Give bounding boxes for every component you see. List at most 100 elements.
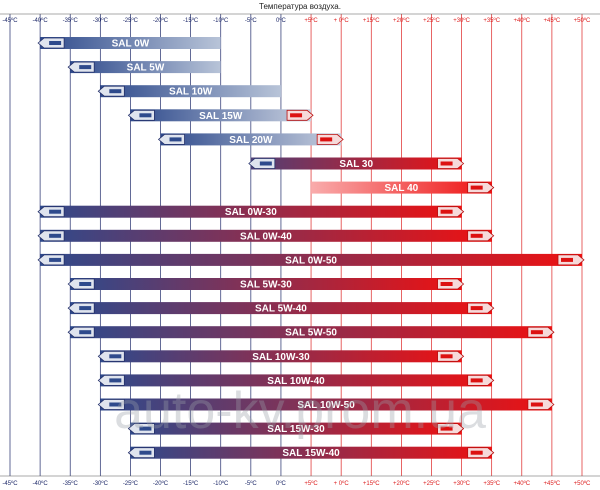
x-tick-label-top: 0ºC <box>276 17 287 24</box>
cold-arrow-inner <box>79 306 92 311</box>
range-bar-label: SAL 30 <box>339 159 373 170</box>
x-axis-bottom-ticks: -45ºC -40ºC -35ºC -30ºC -25ºC -20ºC -15ºC -10ºC… <box>2 480 591 487</box>
range-bar-label: SAL 0W <box>112 39 150 50</box>
range-bar-label: SAL 40 <box>385 183 419 194</box>
range-bar-label: SAL 5W-50 <box>285 328 337 339</box>
range-bar-label: SAL 10W-40 <box>267 376 325 387</box>
x-tick-label-top: -35ºC <box>63 17 79 24</box>
range-bar-label: SAL 5W <box>127 63 165 74</box>
range-bar-body <box>40 37 221 49</box>
range-bar: SAL 15W-30 <box>127 422 465 435</box>
x-tick-label-top: +20ºC <box>393 17 410 24</box>
range-bar: SAL 40 <box>311 181 495 194</box>
range-bar-body <box>100 85 281 98</box>
range-bar-label: SAL 0W-30 <box>225 207 277 218</box>
x-tick-label-bottom: -30ºC <box>93 480 109 487</box>
range-bar-label: SAL 10W-30 <box>252 352 310 363</box>
range-bar-body <box>130 446 492 459</box>
x-tick-label-top: +35ºC <box>483 17 500 24</box>
range-bar-label: SAL 15W <box>199 111 243 122</box>
range-bar: SAL 10W <box>97 85 281 98</box>
range-bar: SAL 0W-50 <box>37 253 585 266</box>
range-bar: SAL 15W <box>127 109 314 122</box>
range-bar: SAL 10W-30 <box>97 350 465 363</box>
x-tick-label-bottom: +20ºC <box>393 480 410 487</box>
cold-arrow-inner <box>49 233 62 238</box>
x-tick-label-top: +45ºC <box>544 17 561 24</box>
hot-arrow-inner <box>470 450 483 455</box>
x-tick-label-top: -15ºC <box>183 17 199 24</box>
range-bar-label: SAL 0W-40 <box>240 231 292 242</box>
x-tick-label-bottom: -40ºC <box>33 480 49 487</box>
x-tick-label-bottom: +50ºC <box>574 480 591 487</box>
range-bar: SAL 0W-40 <box>37 229 495 242</box>
range-bar: SAL 5W-40 <box>67 302 495 315</box>
cold-arrow-inner <box>139 450 152 455</box>
cold-arrow-inner <box>259 161 272 166</box>
range-bar-body <box>70 61 221 74</box>
range-bar-label: SAL 10W <box>169 87 213 98</box>
range-bar-label: SAL 20W <box>229 135 273 146</box>
cold-arrow-inner <box>79 65 92 70</box>
cold-arrow-inner <box>109 402 122 407</box>
hot-arrow-inner <box>470 378 483 383</box>
range-bar-body <box>70 326 552 339</box>
hot-arrow-inner <box>440 161 453 166</box>
range-bar-body <box>130 422 462 435</box>
cold-arrow-inner <box>79 330 92 335</box>
hot-arrow-inner <box>440 354 453 359</box>
range-bar: SAL 15W-40 <box>127 446 495 459</box>
x-tick-label-top: +25ºC <box>423 17 440 24</box>
hot-arrow-inner <box>470 233 483 238</box>
x-tick-label-top: +5ºC <box>304 17 318 24</box>
x-tick-label-bottom: +35ºC <box>483 480 500 487</box>
x-tick-label-bottom: -10ºC <box>213 480 229 487</box>
range-bar-body <box>100 398 552 411</box>
x-tick-label-bottom: -35ºC <box>63 480 79 487</box>
range-bar: SAL 5W-30 <box>67 278 465 291</box>
x-tick-label-bottom: +25ºC <box>423 480 440 487</box>
range-bar: SAL 20W <box>157 133 344 146</box>
x-tick-label-top: -25ºC <box>123 17 139 24</box>
x-tick-label-bottom: -25ºC <box>123 480 139 487</box>
cold-arrow-inner <box>79 282 92 286</box>
hot-arrow-inner <box>470 306 483 311</box>
range-bar: SAL 30 <box>248 157 465 170</box>
x-tick-label-bottom: +30ºC <box>453 480 470 487</box>
hot-arrow-inner <box>561 257 573 262</box>
range-bar-label: SAL 15W-40 <box>282 448 340 459</box>
hot-arrow-inner <box>290 113 303 118</box>
range-bar: SAL 0W-30 <box>37 205 465 218</box>
range-bars: SAL 0W SAL 5W SAL 10W SAL 15W SAL 20W SAL 30 S… <box>37 37 585 459</box>
range-bar: SAL 10W-50 <box>97 398 555 411</box>
cold-arrow-inner <box>139 113 152 118</box>
cold-arrow-inner <box>49 209 62 214</box>
x-tick-label-top: +50ºC <box>574 17 591 24</box>
range-bar-body <box>311 181 492 194</box>
x-tick-label-top: -5ºC <box>245 17 258 24</box>
x-tick-label-top: +30ºC <box>453 17 470 24</box>
range-bar-body <box>40 253 582 266</box>
range-bar: SAL 0W <box>37 37 221 50</box>
range-bar-label: SAL 10W-50 <box>297 400 355 411</box>
cold-arrow-inner <box>169 137 182 142</box>
hot-arrow-inner <box>440 282 453 286</box>
range-bar-body <box>160 133 342 146</box>
x-tick-label-bottom: -45ºC <box>2 480 18 487</box>
x-tick-label-top: -45ºC <box>2 17 18 24</box>
x-axis-top-ticks: -45ºC -40ºC -35ºC -30ºC -25ºC -20ºC -15ºC -10ºC… <box>2 17 591 24</box>
range-bar-body <box>70 278 462 290</box>
x-tick-label-bottom: +40ºC <box>513 480 530 487</box>
chart-title: Температура воздуха. <box>259 2 341 11</box>
range-bar-label: SAL 5W-40 <box>255 304 307 315</box>
range-bar: SAL 10W-40 <box>97 374 495 387</box>
range-bar: SAL 5W-50 <box>67 326 555 339</box>
cold-arrow-inner <box>139 426 152 431</box>
range-bar-body <box>40 205 462 218</box>
range-bar-body <box>40 229 492 242</box>
x-tick-label-bottom: +5ºC <box>304 480 318 487</box>
hot-arrow-inner <box>440 426 453 431</box>
cold-arrow-inner <box>109 89 122 94</box>
hot-arrow-inner <box>530 330 543 335</box>
cold-arrow-inner <box>109 378 122 383</box>
